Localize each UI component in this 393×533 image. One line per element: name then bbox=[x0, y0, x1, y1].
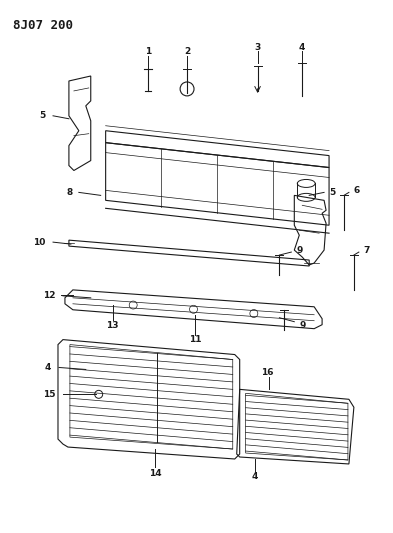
Text: 1: 1 bbox=[145, 46, 151, 55]
Text: 9: 9 bbox=[296, 246, 303, 255]
Text: 4: 4 bbox=[45, 363, 51, 372]
Text: 14: 14 bbox=[149, 470, 162, 479]
Text: 3: 3 bbox=[254, 43, 261, 52]
Text: 2: 2 bbox=[184, 46, 190, 55]
Text: 8J07 200: 8J07 200 bbox=[13, 19, 73, 33]
Text: 8: 8 bbox=[67, 188, 73, 197]
Text: 9: 9 bbox=[299, 321, 306, 330]
Text: 10: 10 bbox=[33, 238, 45, 247]
Text: 12: 12 bbox=[44, 292, 56, 301]
Text: 7: 7 bbox=[364, 246, 370, 255]
Text: 4: 4 bbox=[299, 43, 305, 52]
Text: 13: 13 bbox=[107, 321, 119, 330]
Text: 16: 16 bbox=[261, 368, 274, 377]
Text: 5: 5 bbox=[329, 188, 335, 197]
Text: 5: 5 bbox=[39, 111, 45, 120]
Text: 4: 4 bbox=[252, 472, 258, 481]
Text: 6: 6 bbox=[354, 186, 360, 195]
Text: 11: 11 bbox=[189, 335, 201, 344]
Text: 15: 15 bbox=[44, 390, 56, 399]
